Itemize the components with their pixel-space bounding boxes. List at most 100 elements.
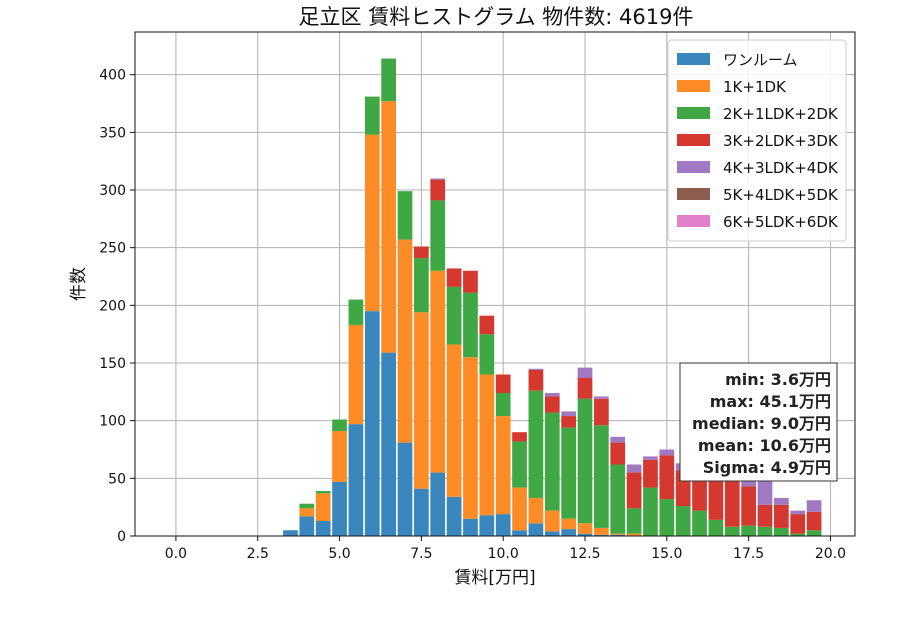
bar-segment	[430, 200, 446, 271]
stats-line: Sigma: 4.9万円	[703, 458, 831, 477]
x-tick-label: 5.0	[328, 546, 350, 562]
legend-label: 4K+3LDK+4DK	[723, 159, 839, 177]
stats-box: min: 3.6万円 max: 45.1万円 median: 9.0万円 mean: …	[679, 362, 838, 482]
bar-segment	[692, 477, 707, 511]
bar-segment	[446, 268, 462, 287]
bar-segment	[381, 101, 396, 353]
bar-segment	[512, 487, 527, 531]
bar-segment	[806, 530, 822, 536]
y-tick-label: 200	[99, 298, 126, 314]
bar-segment	[479, 515, 495, 536]
bar-segment	[610, 442, 626, 465]
bar-segment	[594, 425, 609, 528]
bar-segment	[495, 514, 511, 536]
bar-segment	[643, 456, 658, 460]
y-tick-label: 400	[99, 68, 126, 84]
bar-segment	[430, 179, 446, 201]
x-tick-label: 17.5	[733, 546, 764, 562]
bar-segment	[283, 530, 298, 536]
bar-segment	[741, 486, 756, 526]
bar-segment	[446, 286, 462, 345]
legend-swatch	[677, 215, 710, 227]
bar-segment	[626, 472, 642, 509]
bar-segment	[430, 178, 446, 180]
bar-segment	[594, 398, 609, 426]
legend-label: 6K+5LDK+6DK	[723, 213, 839, 231]
bar-segment	[528, 497, 544, 524]
bar-segment	[315, 493, 331, 522]
bar-segment	[626, 464, 642, 473]
stats-line: median: 9.0万円	[692, 414, 831, 433]
bar-segment	[544, 392, 560, 397]
bar-segment	[512, 432, 527, 442]
y-tick-label: 150	[99, 356, 126, 372]
bar-segment	[544, 396, 560, 413]
bar-segment	[315, 521, 331, 536]
x-tick-label: 20.0	[815, 546, 846, 562]
bar-segment	[495, 392, 511, 417]
bar-segment	[299, 503, 315, 509]
y-tick-label: 0	[117, 529, 126, 545]
bar-segment	[381, 58, 396, 102]
bar-segment	[577, 523, 593, 534]
bar-segment	[528, 390, 544, 498]
bar-segment	[561, 529, 576, 536]
bar-segment	[692, 510, 707, 536]
bar-segment	[741, 525, 756, 536]
bar-segment	[806, 511, 822, 531]
bar-segment	[577, 377, 593, 399]
bar-segment	[430, 270, 446, 473]
bar-segment	[463, 357, 478, 519]
bar-segment	[561, 416, 576, 428]
legend-label: ワンルーム	[723, 51, 798, 69]
bar-segment	[463, 518, 478, 536]
bar-segment	[544, 531, 560, 536]
bar-segment	[299, 516, 315, 536]
legend-swatch	[677, 134, 710, 146]
legend-label: 3K+2LDK+3DK	[723, 132, 839, 150]
bar-segment	[430, 472, 446, 536]
legend-swatch	[677, 107, 710, 119]
bar-segment	[463, 292, 478, 358]
bar-segment	[397, 442, 413, 536]
x-axis-label: 賃料[万円]	[454, 568, 535, 588]
stats-line: max: 45.1万円	[710, 392, 831, 411]
legend-swatch	[677, 80, 710, 92]
x-tick-label: 0.0	[165, 546, 187, 562]
bar-segment	[741, 478, 756, 487]
bar-segment	[544, 412, 560, 511]
bar-segment	[643, 487, 658, 536]
legend-swatch	[677, 161, 710, 173]
bar-segment	[348, 299, 364, 325]
bar-segment	[806, 500, 822, 512]
x-tick-label: 2.5	[247, 546, 269, 562]
bar-segment	[757, 479, 773, 505]
bar-segment	[479, 374, 495, 516]
bar-segment	[594, 527, 609, 535]
bars	[283, 58, 822, 536]
legend: ワンルーム 1K+1DK 2K+1LDK+2DK 3K+2LDK+3DK 4K+3LDK…	[667, 39, 847, 242]
legend-frame	[667, 39, 847, 242]
legend-label: 5K+4LDK+5DK	[723, 186, 839, 204]
bar-segment	[512, 530, 527, 536]
y-axis-ticks: 0 50 100 150 200 250 300 350 400	[99, 68, 135, 545]
bar-segment	[528, 368, 544, 370]
bar-segment	[414, 312, 429, 489]
x-axis-ticks: 0.0 2.5 5.0 7.5 10.0 12.5 15.0 17.5 20.0	[165, 536, 846, 562]
bar-segment	[577, 533, 593, 536]
bar-segment	[724, 526, 740, 536]
bar-segment	[675, 506, 691, 536]
bar-segment	[512, 441, 527, 488]
x-tick-label: 10.0	[488, 546, 519, 562]
bar-segment	[479, 334, 495, 375]
x-tick-label: 12.5	[569, 546, 600, 562]
bar-segment	[708, 519, 724, 536]
bar-segment	[774, 504, 789, 528]
bar-segment	[659, 449, 675, 456]
bar-segment	[561, 518, 576, 530]
bar-segment	[610, 464, 626, 534]
bar-segment	[577, 367, 593, 378]
bar-segment	[414, 246, 429, 259]
bar-segment	[495, 374, 511, 393]
